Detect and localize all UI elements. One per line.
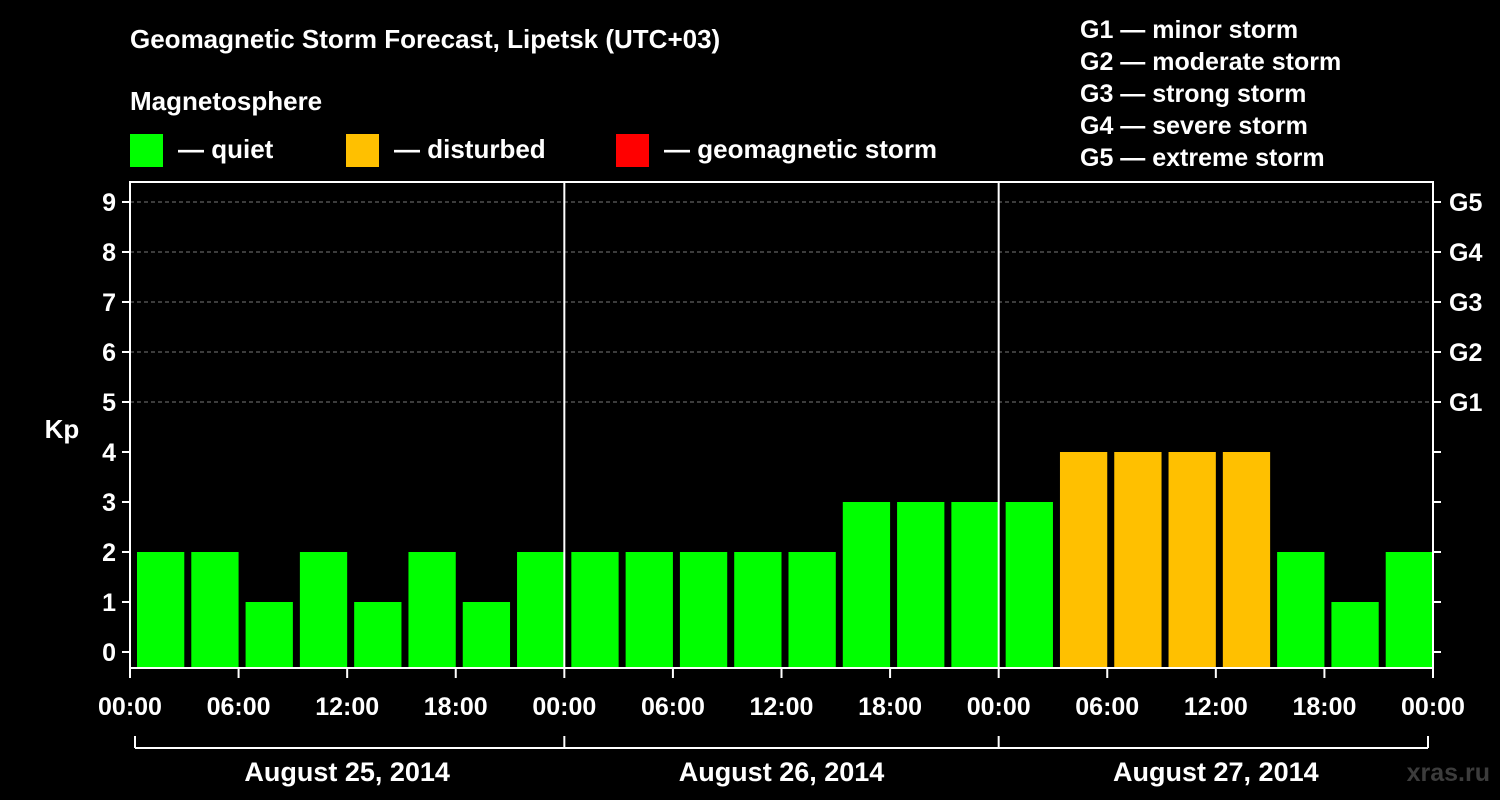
x-tick-label-4: 00:00	[532, 693, 596, 721]
g-scale-label-g3: G3	[1449, 289, 1482, 317]
bar-15	[951, 502, 999, 668]
y-tick-label-3: 3	[102, 489, 116, 517]
legend-swatch-storm	[616, 134, 649, 167]
storm-scale-g1: G1 — minor storm	[1080, 16, 1299, 44]
bar-5	[408, 552, 456, 668]
bar-19	[1168, 452, 1216, 668]
x-tick-label-10: 12:00	[1184, 693, 1248, 721]
storm-scale-g4: G4 — severe storm	[1080, 112, 1308, 140]
x-tick-label-1: 06:00	[207, 693, 271, 721]
day-label-1: August 26, 2014	[679, 757, 885, 787]
legend-label-storm: — geomagnetic storm	[664, 134, 938, 164]
bar-2	[245, 602, 293, 668]
bar-9	[625, 552, 673, 668]
x-tick-label-2: 12:00	[315, 693, 379, 721]
bar-21	[1277, 552, 1325, 668]
x-tick-label-0: 00:00	[98, 693, 162, 721]
y-tick-label-8: 8	[102, 239, 116, 267]
bar-6	[462, 602, 511, 668]
bar-3	[299, 552, 348, 668]
x-tick-label-5: 06:00	[641, 693, 705, 721]
legend-label-disturbed: — disturbed	[394, 134, 546, 164]
bar-22	[1331, 602, 1379, 668]
chart-title: Geomagnetic Storm Forecast, Lipetsk (UTC…	[130, 24, 721, 54]
legend-heading: Magnetosphere	[130, 86, 323, 116]
x-tick-label-12: 00:00	[1401, 693, 1465, 721]
day-label-2: August 27, 2014	[1113, 757, 1319, 787]
bar-10	[679, 552, 728, 668]
bar-1	[191, 552, 239, 668]
bar-0	[137, 552, 185, 668]
bar-18	[1114, 452, 1162, 668]
g-scale-label-g4: G4	[1449, 239, 1482, 267]
bar-20	[1222, 452, 1271, 668]
legend-label-quiet: — quiet	[178, 134, 274, 164]
g-scale-label-g5: G5	[1449, 189, 1482, 217]
x-tick-label-7: 18:00	[858, 693, 922, 721]
watermark: xras.ru	[1407, 759, 1490, 787]
storm-scale-g3: G3 — strong storm	[1080, 80, 1307, 108]
x-tick-label-11: 18:00	[1292, 693, 1356, 721]
y-tick-label-5: 5	[102, 389, 116, 417]
bar-4	[354, 602, 402, 668]
legend-swatch-quiet	[130, 134, 163, 167]
bar-14	[897, 502, 945, 668]
x-tick-label-3: 18:00	[424, 693, 488, 721]
bar-23	[1385, 552, 1433, 668]
y-tick-label-6: 6	[102, 339, 116, 367]
y-tick-label-1: 1	[102, 589, 116, 617]
bar-16	[1005, 502, 1053, 668]
x-tick-label-9: 06:00	[1075, 693, 1139, 721]
bar-7	[517, 552, 565, 668]
y-tick-label-4: 4	[102, 439, 116, 467]
storm-scale-g5: G5 — extreme storm	[1080, 144, 1325, 172]
g-scale-label-g1: G1	[1449, 389, 1482, 417]
storm-scale-legend: G1 — minor storm G2 — moderate storm G3 …	[1080, 14, 1341, 174]
y-tick-label-0: 0	[102, 639, 116, 667]
y-axis-label: Kp	[45, 414, 80, 444]
g-scale-label-g2: G2	[1449, 339, 1482, 367]
storm-scale-g2: G2 — moderate storm	[1080, 48, 1342, 76]
y-tick-label-2: 2	[102, 539, 116, 567]
bar-12	[788, 552, 836, 668]
bar-17	[1059, 452, 1108, 668]
x-tick-label-8: 00:00	[967, 693, 1031, 721]
bar-8	[571, 552, 619, 668]
y-tick-label-9: 9	[102, 189, 116, 217]
legend-swatch-disturbed	[346, 134, 379, 167]
y-tick-label-7: 7	[102, 289, 116, 317]
x-tick-label-6: 12:00	[750, 693, 814, 721]
bar-13	[842, 502, 891, 668]
day-label-0: August 25, 2014	[244, 757, 450, 787]
bar-11	[734, 552, 782, 668]
